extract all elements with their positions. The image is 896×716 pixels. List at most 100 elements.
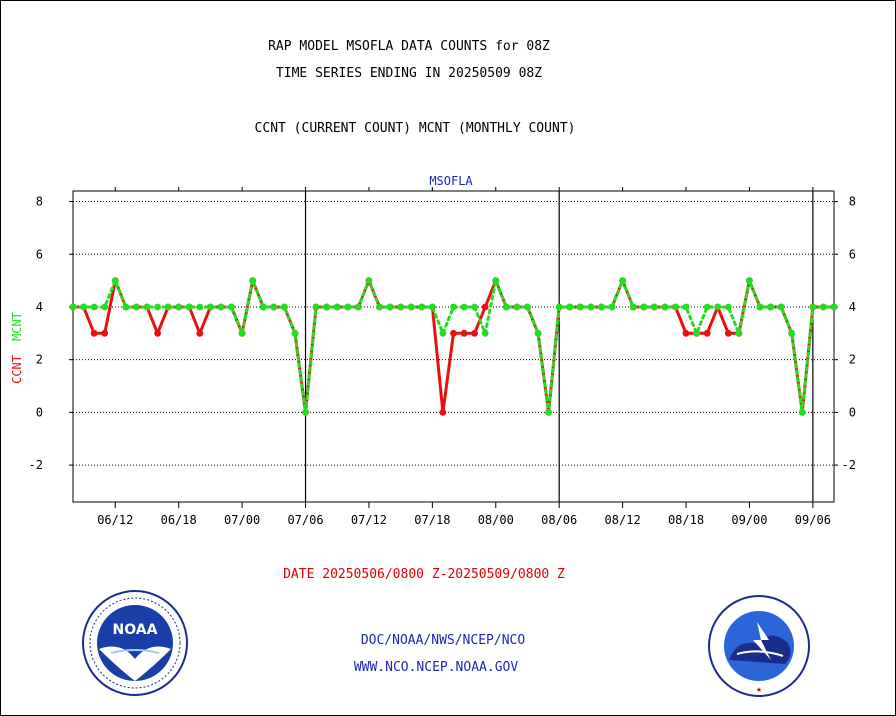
y-axis-label-mcnt: MCNT [10,312,24,341]
y-axis-label-ccnt: CCNT [10,355,24,384]
data-point-mcnt [407,303,415,311]
data-point-ccnt [196,329,204,337]
data-point-mcnt [629,303,637,311]
x-tick-label: 08/00 [478,513,514,527]
org-path-link[interactable]: DOC/NOAA/NWS/NCEP/NCO [360,633,526,648]
x-tick-label: 07/06 [287,513,323,527]
data-point-mcnt [820,303,827,311]
data-point-mcnt [217,303,225,311]
data-point-mcnt [777,303,785,311]
data-point-mcnt [270,303,278,311]
data-point-mcnt [323,303,331,311]
data-point-mcnt [355,303,362,311]
data-point-mcnt [534,329,542,337]
data-point-mcnt [724,303,732,311]
data-point-mcnt [111,277,119,284]
data-point-mcnt [767,303,774,311]
data-point-mcnt [481,329,489,337]
website-link[interactable]: WWW.NCO.NCEP.NOAA.GOV [353,660,519,675]
data-point-mcnt [397,303,405,311]
y-tick-label-left: 4 [36,300,43,314]
data-point-mcnt [587,303,595,311]
station-label: MSOFLA [429,174,473,188]
y-tick-label-left: 0 [36,405,43,419]
noaa-logo-icon: NOAA [82,590,188,696]
y-tick-label-left: 2 [36,353,43,367]
data-point-mcnt [640,303,648,311]
data-point-mcnt [238,329,246,337]
data-point-mcnt [365,277,373,284]
y-tick-label-right: 8 [849,195,856,209]
x-tick-label: 08/12 [605,513,641,527]
data-point-mcnt [418,303,426,311]
chart-gridlines [73,191,834,502]
data-point-mcnt [693,329,700,337]
data-point-mcnt [798,409,806,416]
data-point-mcnt [207,303,214,311]
data-point-mcnt [746,277,753,284]
y-tick-label-right: 0 [849,405,856,419]
data-point-mcnt [471,303,478,311]
data-point-ccnt [101,329,109,337]
data-point-mcnt [809,303,817,311]
data-point-mcnt [122,303,130,311]
data-point-ccnt [90,329,98,337]
data-point-mcnt [90,303,98,311]
chart-series [69,277,838,416]
data-point-mcnt [376,303,383,311]
data-point-mcnt [598,303,605,311]
data-point-mcnt [714,303,722,311]
data-point-mcnt [502,303,510,311]
date-range-label: DATE 20250506/0800 Z-20250509/0800 Z [283,567,565,582]
data-point-ccnt [703,329,711,337]
data-point-mcnt [756,303,764,311]
x-tick-label: 09/00 [731,513,767,527]
x-tick-label: 08/06 [541,513,577,527]
x-tick-label: 07/18 [414,513,450,527]
y-tick-label-right: 4 [849,300,856,314]
y-tick-label-right: 2 [849,353,856,367]
data-point-mcnt [154,303,162,311]
data-point-mcnt [460,303,468,311]
data-point-mcnt [69,303,77,311]
y-axis-labels: CCNT MCNT [10,312,24,384]
chart-title-line2: TIME SERIES ENDING IN 20250509 08Z [275,66,543,81]
data-point-mcnt [650,303,658,311]
data-point-mcnt [439,329,447,337]
data-point-mcnt [281,303,288,311]
x-tick-label: 07/00 [224,513,260,527]
data-point-ccnt [439,409,447,416]
data-point-mcnt [312,303,320,311]
plot-frame [72,190,835,503]
chart-title-line3: CCNT (CURRENT COUNT) MCNT (MONTHLY COUNT… [254,121,576,136]
data-point-mcnt [608,303,616,311]
data-point-mcnt [249,277,257,284]
data-point-mcnt [513,303,521,311]
data-point-ccnt [471,329,478,337]
chart-axes: -2 -2 0 0 2 2 4 4 6 6 8 8 06/12 06/18 07/00 07/06 07/12 0… [29,187,856,527]
data-point-mcnt [80,303,87,311]
data-point-mcnt [524,303,531,311]
data-point-mcnt [291,329,299,337]
data-point-mcnt [661,303,669,311]
data-point-mcnt [101,303,109,311]
data-point-ccnt [724,329,732,337]
y-tick-label-left: -2 [29,458,43,472]
data-point-mcnt [735,329,743,337]
data-point-mcnt [344,303,352,311]
data-point-mcnt [185,303,193,311]
data-point-mcnt [788,329,796,337]
data-point-mcnt [386,303,394,311]
series-line-mcnt [71,279,836,414]
data-point-mcnt [682,303,690,311]
y-tick-label-left: 8 [36,195,43,209]
data-point-mcnt [175,303,183,311]
data-point-mcnt [259,303,267,311]
data-point-mcnt [133,303,140,311]
svg-text:★: ★ [756,686,762,694]
data-point-mcnt [164,303,172,311]
chart-title-line1: RAP MODEL MSOFLA DATA COUNTS for 08Z [268,39,550,54]
data-point-mcnt [672,303,679,311]
x-tick-label: 06/12 [97,513,133,527]
